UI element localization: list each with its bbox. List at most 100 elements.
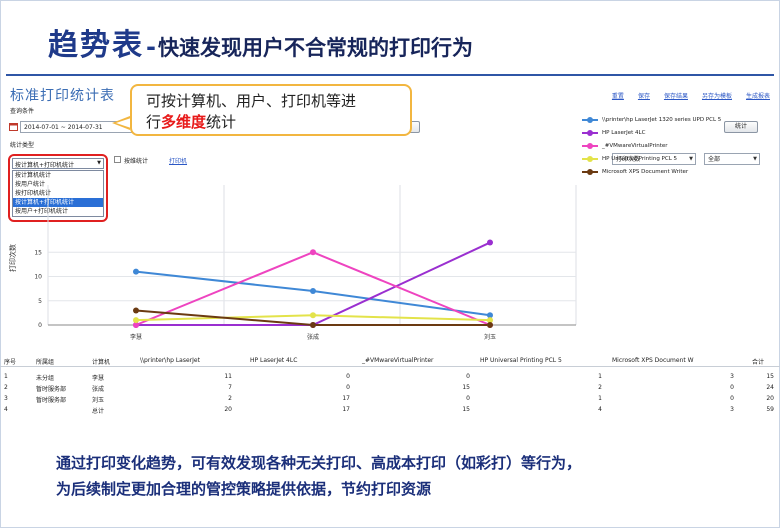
chevron-down-icon: ▼ (689, 156, 693, 162)
legend-item: HP LaserJet 4LC (582, 126, 772, 139)
table-cell: 17 (342, 395, 350, 402)
column-header[interactable]: 计算机 (92, 359, 111, 366)
table-cell: 刘玉 (92, 397, 105, 404)
table-cell: 未分组 (36, 375, 55, 382)
data-point (487, 239, 493, 246)
column-header[interactable]: 合计 (752, 359, 765, 366)
legend-item: \\printer\hp LaserJet 1320 series UPD PC… (582, 113, 772, 126)
table-cell: 3 (4, 395, 8, 402)
title-divider (6, 74, 774, 76)
table-cell: 暂时服务部 (36, 386, 67, 393)
metric-select[interactable]: 打印次数 ▼ (612, 153, 696, 165)
legend-label: _#VMwareVirtualPrinter (602, 142, 668, 149)
table-cell: 4 (4, 406, 8, 413)
legend-swatch (582, 168, 598, 175)
summary-line-1: 通过打印变化趋势，可有效发现各种无关打印、高成本打印（如彩打）等行为， (56, 454, 582, 472)
legend-swatch (582, 142, 598, 149)
table-cell: 1 (598, 395, 602, 402)
save-result-link[interactable]: 保存结果 (663, 93, 688, 100)
data-point (310, 322, 316, 328)
table-cell: 暂时服务部 (36, 397, 67, 404)
trend-chart: 0 5 10 15 李慧 张成 刘玉 打印次数 (8, 185, 577, 341)
callout-line1: 可按计算机、用户、打印机等进 (146, 92, 357, 110)
y-tick-label: 0 (38, 322, 42, 329)
date-range-select[interactable]: 2014-07-01 ~ 2014-07-31 ▼ (20, 121, 132, 133)
column-header[interactable]: 所属组 (36, 359, 55, 366)
table-cell: 20 (766, 395, 774, 402)
stat-type-option-printer[interactable]: 按打印机统计 (15, 190, 52, 197)
column-header[interactable]: _#VMwareVirtualPrinter (362, 357, 434, 364)
table-cell: 1 (4, 373, 8, 380)
chevron-down-icon: ▼ (97, 160, 101, 166)
summary-line-2: 为后续制定更加合理的管控策略提供依据，节约打印资源 (56, 480, 432, 498)
legend-label: Microsoft XPS Document Writer (602, 168, 689, 175)
save-as-template-link[interactable]: 另存为模板 (701, 93, 732, 100)
table-row[interactable]: 2 暂时服务部 张成 7 0 15 2 0 24 (0, 381, 780, 394)
legend-label: HP LaserJet 4LC (602, 129, 646, 136)
calendar-icon[interactable] (9, 122, 18, 131)
chart-points (133, 239, 493, 328)
table-row[interactable]: 1 未分组 李慧 11 0 0 1 3 15 (0, 370, 780, 383)
callout-line2-start: 行 (146, 113, 162, 131)
legend-swatch (582, 129, 598, 136)
legend-swatch (582, 116, 598, 123)
summary-text: 通过打印变化趋势，可有效发现各种无关打印、高成本打印（如彩打）等行为， 为后续制… (56, 450, 581, 502)
reset-link[interactable]: 重置 (611, 93, 624, 100)
column-header[interactable]: HP Universal Printing PCL 5 (480, 357, 562, 364)
column-header[interactable]: HP LaserJet 4LC (250, 357, 298, 364)
table-cell: 2 (4, 384, 8, 391)
x-tick-label: 张成 (307, 333, 319, 341)
table-cell: 11 (224, 373, 232, 380)
column-header[interactable]: \\printer\hp LaserJet (140, 357, 200, 364)
data-point (133, 307, 139, 314)
stat-type-selected-value: 按计算机+打印机统计 (15, 162, 75, 169)
callout-line2-end: 统计 (206, 113, 237, 131)
table-cell: 15 (766, 373, 774, 380)
group-stat-label: 按维统计 (124, 158, 149, 165)
table-row[interactable]: 3 暂时服务部 刘玉 2 17 0 1 0 20 (0, 392, 780, 405)
legend-label: HP Universal Printing PCL 5 (602, 155, 678, 162)
callout-line2: 行多维度统计 (146, 112, 396, 133)
page-title: 标准打印统计表 (10, 88, 115, 104)
query-label: 查询条件 (10, 108, 35, 115)
stat-type-dropdown[interactable]: 按计算机+打印机统计 ▼ 按计算机统计 按用户统计 按打印机统计 按计算机+打印… (8, 154, 108, 222)
table-cell: 15 (462, 406, 470, 413)
y-axis-label: 打印次数 (8, 244, 17, 272)
stat-type-option-computer[interactable]: 按计算机统计 (15, 172, 52, 179)
stat-type-option-computer-printer[interactable]: 按计算机+打印机统计 (13, 198, 103, 207)
table-cell: 17 (342, 406, 350, 413)
slide-title-main: 趋势表 (48, 28, 144, 63)
stat-type-select[interactable]: 按计算机+打印机统计 ▼ (12, 158, 104, 169)
table-row[interactable]: 4 总计 20 17 15 4 3 59 (0, 403, 780, 416)
column-header[interactable]: Microsoft XPS Document W (612, 357, 694, 364)
data-point (310, 249, 316, 256)
printer-link[interactable]: 打印机 (169, 158, 188, 165)
table-cell: 0 (346, 384, 350, 391)
table-cell: 7 (228, 384, 232, 391)
table-cell: 0 (346, 373, 350, 380)
table-cell: 0 (730, 395, 734, 402)
table-cell: 24 (766, 384, 774, 391)
data-point (133, 317, 139, 324)
legend-item: _#VMwareVirtualPrinter (582, 139, 772, 152)
group-stat-checkbox[interactable] (114, 156, 121, 163)
generate-report-link[interactable]: 生成报表 (745, 93, 770, 100)
y-tick-label: 5 (38, 298, 42, 305)
data-point (487, 317, 493, 324)
table-cell: 0 (730, 384, 734, 391)
table-cell: 李慧 (92, 375, 105, 382)
data-point (133, 322, 139, 328)
y-tick-label: 15 (34, 249, 42, 256)
table-cell: 4 (598, 406, 602, 413)
table-header: 序号 所属组 计算机 \\printer\hp LaserJet HP LaserJet… (0, 354, 780, 367)
data-point (133, 268, 139, 275)
date-range-value: 2014-07-01 ~ 2014-07-31 (24, 124, 103, 131)
column-header[interactable]: 序号 (4, 359, 17, 366)
stat-type-option-user-printer[interactable]: 按用户+打印机统计 (15, 208, 69, 215)
slide-title: 趋势表 - 快速发现用户不合常规的打印行为 (48, 20, 473, 63)
table-cell: 总计 (92, 408, 105, 415)
stats-button[interactable]: 统计 (724, 121, 758, 133)
stat-type-option-user[interactable]: 按用户统计 (15, 181, 46, 188)
save-link[interactable]: 保存 (637, 93, 650, 100)
scope-select[interactable]: 全部 ▼ (704, 153, 760, 165)
